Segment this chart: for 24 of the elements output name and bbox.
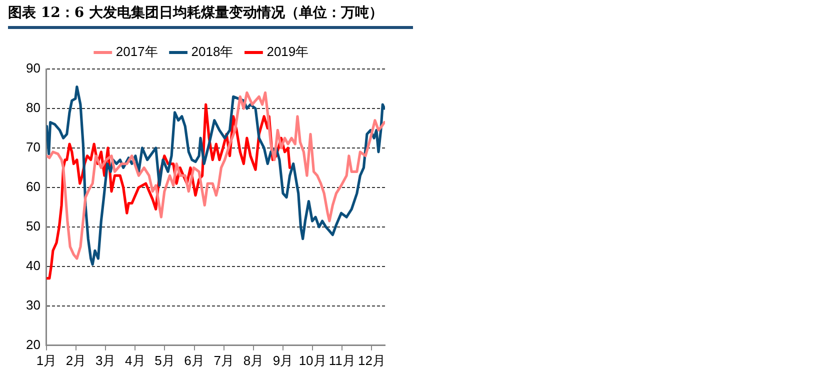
legend-label: 2019年 [266, 44, 309, 60]
legend-label: 2017年 [116, 44, 158, 60]
x-tick-label: 3月 [95, 352, 116, 368]
y-tick-label: 50 [26, 218, 40, 234]
x-tick-label: 9月 [272, 352, 294, 368]
x-tick-label: 12月 [358, 352, 386, 368]
x-tick-label: 5月 [154, 352, 175, 368]
x-tick-label: 1月 [36, 352, 57, 368]
x-tick-label: 8月 [243, 352, 264, 368]
y-tick-label: 30 [26, 297, 40, 312]
legend-label: 2018年 [191, 44, 234, 60]
x-tick-label: 11月 [328, 352, 356, 368]
y-tick-label: 70 [26, 140, 40, 155]
x-tick-label: 6月 [184, 352, 204, 368]
x-tick-label: 4月 [125, 352, 146, 368]
x-tick-label: 2月 [66, 352, 86, 368]
y-tick-label: 20 [26, 336, 40, 352]
x-tick-label: 10月 [298, 352, 326, 368]
x-tick-label: 7月 [214, 352, 234, 368]
y-tick-label: 90 [26, 60, 40, 76]
chart-title: 图表 12：6 大发电集团日均耗煤量变动情况（单位：万吨） [8, 4, 413, 29]
y-tick-label: 60 [26, 179, 40, 194]
y-tick-label: 40 [26, 258, 40, 274]
y-tick-label: 80 [26, 100, 40, 116]
